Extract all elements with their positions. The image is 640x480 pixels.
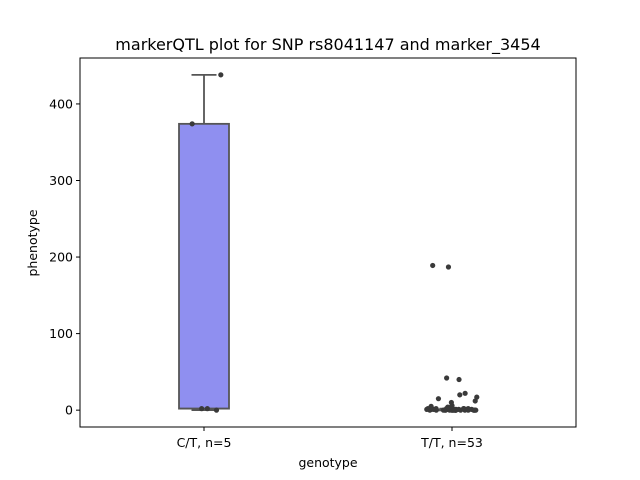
data-point (465, 406, 471, 412)
y-tick-label: 400 (49, 96, 73, 111)
data-point (189, 121, 195, 127)
data-point (444, 375, 450, 381)
data-point (474, 394, 480, 400)
data-point (213, 407, 220, 413)
x-tick-label: C/T, n=5 (177, 435, 232, 450)
x-axis-label: genotype (298, 455, 357, 470)
data-point (199, 406, 205, 412)
y-tick-label: 200 (49, 250, 73, 265)
data-point (462, 390, 468, 396)
data-point (448, 399, 454, 406)
axes: 0 100 200 300 400 C/T, n=5 T/T, n=53 (49, 96, 483, 450)
y-axis-label: phenotype (25, 209, 40, 276)
plot-area (178, 72, 480, 413)
data-point (435, 396, 442, 402)
chart-title: markerQTL plot for SNP rs8041147 and mar… (115, 35, 540, 55)
y-tick-label: 0 (65, 403, 73, 418)
x-tick-label: T/T, n=53 (420, 435, 483, 450)
axes-frame (79, 57, 577, 428)
y-tick-label: 300 (49, 173, 73, 188)
data-point (457, 392, 463, 398)
data-point (204, 406, 210, 412)
data-point (460, 406, 467, 412)
data-point (218, 72, 224, 78)
data-point (428, 403, 434, 409)
data-point (430, 262, 436, 269)
data-point (433, 406, 439, 412)
y-tick-label: 100 (49, 326, 73, 341)
data-point (445, 264, 452, 270)
data-point (445, 404, 451, 410)
box-1 (178, 122, 230, 410)
data-point (456, 406, 462, 412)
data-point (456, 376, 462, 383)
data-point (451, 406, 457, 412)
